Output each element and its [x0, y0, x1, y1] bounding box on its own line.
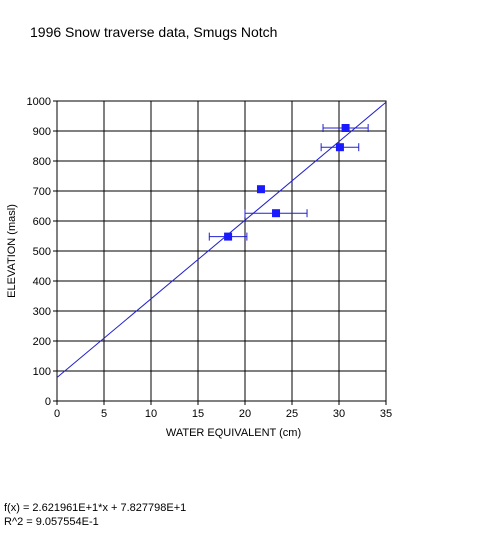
- x-tick-label: 15: [192, 408, 204, 420]
- fit-r-squared: R^2 = 9.057554E-1: [4, 516, 99, 528]
- y-axis-label: ELEVATION (masl): [6, 204, 18, 298]
- y-tick-label: 300: [33, 306, 51, 318]
- data-point: [335, 143, 344, 152]
- y-tick-label: 900: [33, 126, 51, 138]
- x-tick-label: 0: [54, 408, 60, 420]
- x-tick-label: 25: [286, 408, 298, 420]
- y-tick-label: 0: [45, 396, 51, 408]
- y-tick-label: 200: [33, 336, 51, 348]
- x-tick-label: 5: [101, 408, 107, 420]
- y-tick-label: 500: [33, 246, 51, 258]
- x-tick-label: 10: [145, 408, 157, 420]
- x-axis-label: WATER EQUIVALENT (cm): [166, 427, 301, 439]
- data-point: [341, 124, 350, 132]
- fit-equation: f(x) = 2.621961E+1*x + 7.827798E+1: [4, 502, 187, 514]
- chart-title: 1996 Snow traverse data, Smugs Notch: [30, 24, 278, 40]
- y-tick-label: 400: [33, 276, 51, 288]
- data-point: [224, 232, 233, 241]
- x-tick-label: 30: [333, 408, 345, 420]
- y-tick-label: 1000: [27, 96, 51, 108]
- data-point: [272, 209, 281, 218]
- y-tick-label: 800: [33, 156, 51, 168]
- x-tick-label: 35: [380, 408, 392, 420]
- y-tick-label: 600: [33, 216, 51, 228]
- fit-line: [56, 101, 387, 378]
- y-tick-label: 100: [33, 366, 51, 378]
- data-point: [256, 185, 265, 194]
- x-tick-label: 20: [239, 408, 251, 420]
- y-tick-label: 700: [33, 186, 51, 198]
